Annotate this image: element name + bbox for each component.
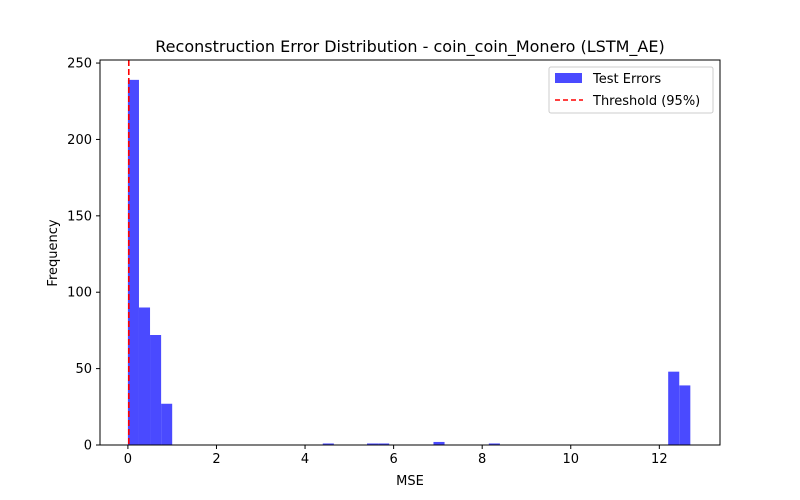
- y-tick-label-100: 100: [67, 286, 92, 301]
- histogram-bar-8: [488, 443, 500, 445]
- legend-label-test-errors: Test Errors: [592, 72, 661, 87]
- y-tick-label-50: 50: [75, 362, 92, 377]
- legend-swatch-test-errors: [555, 73, 582, 83]
- y-tick-label-150: 150: [67, 209, 92, 224]
- x-axis: 0 2 4 6 8 10 12: [124, 445, 668, 467]
- legend: Test Errors Threshold (95%): [548, 66, 714, 114]
- histogram-bar-9: [668, 371, 680, 445]
- x-tick-label-4: 4: [301, 452, 309, 467]
- histogram-bar-5: [367, 443, 379, 445]
- x-tick-label-6: 6: [389, 452, 397, 467]
- legend-box: [548, 66, 714, 114]
- histogram-bar-10: [679, 385, 691, 445]
- histogram-bar-6: [378, 443, 390, 445]
- y-axis: 0 50 100 150 200 250: [67, 57, 100, 454]
- histogram-bar-3: [161, 403, 173, 445]
- x-tick-label-8: 8: [478, 452, 486, 467]
- x-axis-label: MSE: [396, 474, 424, 489]
- histogram-bar-4: [322, 443, 334, 445]
- y-axis-label: Frequency: [46, 219, 61, 286]
- histogram-bar-7: [433, 441, 445, 445]
- bars-group: [127, 79, 691, 445]
- x-tick-label-2: 2: [212, 452, 220, 467]
- y-tick-label-0: 0: [84, 439, 92, 454]
- legend-label-threshold: Threshold (95%): [592, 94, 700, 109]
- histogram-bar-0: [127, 79, 139, 445]
- x-tick-label-0: 0: [124, 452, 132, 467]
- histogram-bar-2: [150, 335, 162, 445]
- x-tick-label-10: 10: [562, 452, 579, 467]
- chart-title: Reconstruction Error Distribution - coin…: [155, 37, 664, 57]
- y-tick-label-200: 200: [67, 133, 92, 148]
- plot-frame: [99, 59, 721, 446]
- y-tick-label-250: 250: [67, 57, 92, 72]
- x-tick-label-12: 12: [651, 452, 668, 467]
- histogram-bar-1: [138, 307, 151, 445]
